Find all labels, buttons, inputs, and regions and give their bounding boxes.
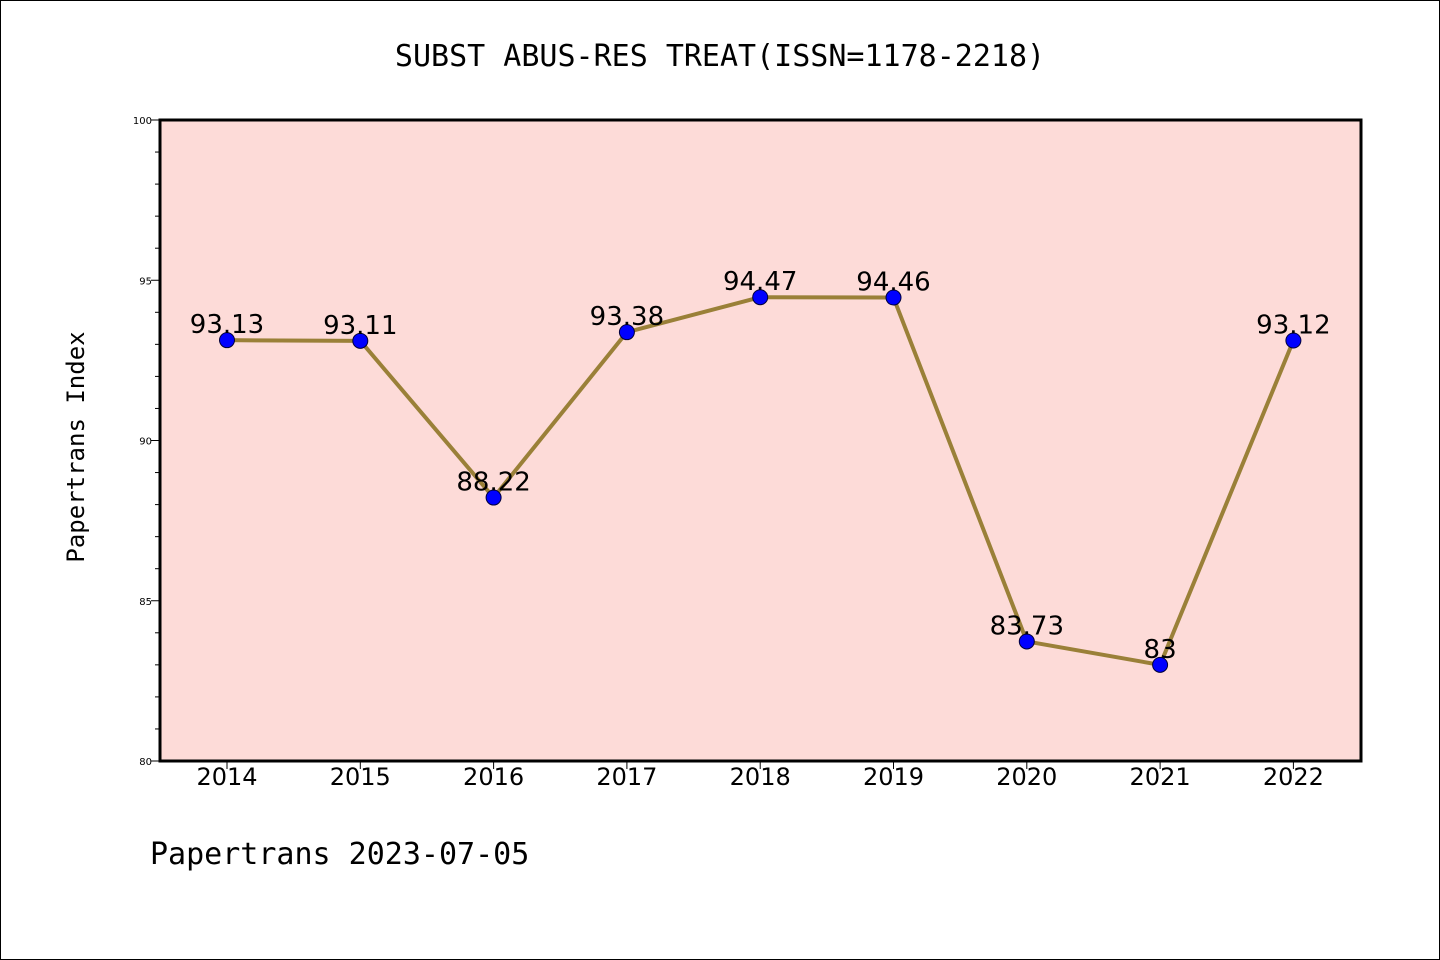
x-tick-label: 2019 [863,763,924,791]
x-tick-label: 2015 [330,763,391,791]
data-label: 93.38 [590,302,664,332]
data-label: 88.22 [456,468,530,498]
data-markers [219,289,1302,673]
data-point [1285,332,1302,349]
x-tick-label: 2017 [596,763,657,791]
data-label: 83 [1144,635,1177,665]
y-tick-label: 90 [139,437,152,448]
chart-title: SUBST ABUS-RES TREAT(ISSN=1178-2218) [395,39,1045,74]
data-point [1152,656,1169,673]
data-point [219,332,235,349]
data-point [485,489,502,506]
data-label: 93.11 [323,311,397,341]
data-label: 83.73 [990,611,1064,641]
data-labels: 93.13 93.11 88.22 93.38 94.47 94.46 83.73 83 93.… [190,267,1331,665]
y-axis: 80 85 90 95 100 [133,116,160,768]
data-point [618,324,635,341]
data-point [752,289,769,306]
plot-area [158,118,1363,763]
data-label: 93.12 [1256,311,1330,341]
y-tick-label: 95 [139,276,152,287]
x-tick-label: 2018 [730,763,791,791]
x-tick-label: 2016 [463,763,524,791]
x-tick-label: 2022 [1263,763,1324,791]
data-label: 94.47 [723,267,797,297]
y-tick-label: 80 [139,757,152,768]
y-tick-label: 85 [139,597,152,608]
y-axis-label: Papertrans Index [62,331,90,562]
data-label: 94.46 [856,268,930,298]
x-tick-label: 2014 [196,763,257,791]
x-tick-label: 2021 [1130,763,1191,791]
data-point [1018,633,1035,650]
x-tick-label: 2020 [996,763,1057,791]
data-point [885,289,902,306]
footer-date: Papertrans 2023-07-05 [150,837,529,872]
y-tick-label: 100 [133,116,152,127]
data-label: 93.13 [190,310,264,340]
x-axis: 2014 2015 2016 2017 2018 2019 2020 2021 2022 [196,761,1324,791]
data-point [352,332,369,349]
